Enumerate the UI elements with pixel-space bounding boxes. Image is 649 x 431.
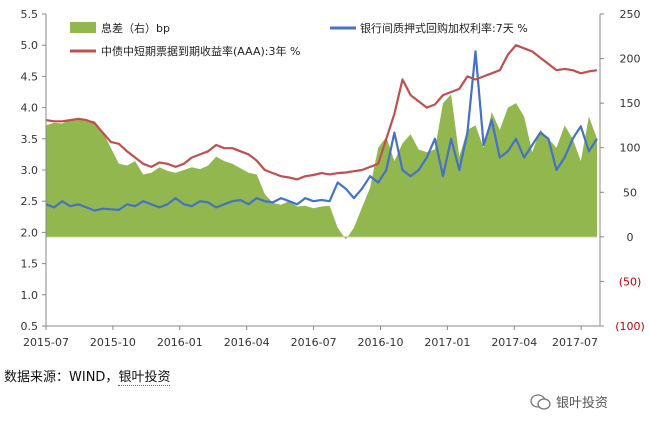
x-tick-label: 2016-10 (358, 336, 404, 349)
left-tick-label: 3.0 (21, 164, 39, 177)
left-tick-label: 1.5 (21, 258, 39, 271)
right-tick-label: 0 (627, 231, 634, 244)
repo-rate-line (45, 50, 598, 212)
right-tick-label: (50) (619, 275, 642, 288)
wechat-icon (530, 393, 551, 410)
right-tick-label: 50 (623, 186, 637, 199)
legend: 息差（右）bp 银行间质押式回购加权利率:7天 % 中债中短期票据到期收益率(AAA… (70, 21, 528, 58)
left-tick-label: 0.5 (21, 320, 39, 333)
left-tick-label: 5.0 (21, 39, 39, 52)
x-tick-label: 2016-04 (224, 336, 270, 349)
chart: 0.5 1.0 1.5 2.0 2.5 3.0 3.5 4.0 4.5 5.0 5.5 250 200 1… (21, 8, 645, 349)
spread-area-series (46, 94, 597, 240)
watermark: 银叶投资 (530, 392, 608, 411)
right-tick-label: 100 (620, 142, 641, 155)
right-tick-label: 200 (620, 53, 641, 66)
left-tick-label: 3.5 (21, 133, 39, 146)
x-tick-label: 2015-10 (90, 336, 136, 349)
left-tick-label: 4.0 (21, 102, 39, 115)
spread-area (46, 94, 597, 240)
left-tick-label: 2.0 (21, 226, 39, 239)
source-note: 数据来源：WIND，银叶投资 (4, 366, 171, 386)
left-tick-label: 4.5 (21, 70, 39, 83)
left-tick-label: 1.0 (21, 289, 39, 302)
left-tick-label: 5.5 (21, 8, 39, 21)
x-tick-label: 2017-04 (491, 336, 537, 349)
source-label: 数据来源：WIND， (4, 370, 119, 385)
x-tick-label: 2016-01 (157, 336, 203, 349)
right-tick-label: 250 (620, 8, 641, 21)
right-tick-label: (100) (615, 320, 645, 333)
legend-label-repo: 银行间质押式回购加权利率:7天 % (360, 21, 528, 35)
x-tick-label: 2017-01 (424, 336, 470, 349)
x-tick-label: 2015-07 (23, 336, 69, 349)
legend-swatch-spread (70, 22, 96, 33)
source-brand: 银叶投资 (118, 370, 171, 386)
x-tick-label: 2017-07 (552, 336, 598, 349)
mtn-yield-line (45, 44, 598, 181)
left-tick-label: 2.5 (21, 195, 39, 208)
legend-label-spread: 息差（右）bp (101, 21, 170, 35)
watermark-text: 银叶投资 (556, 396, 609, 411)
x-tick-label: 2016-07 (291, 336, 337, 349)
right-tick-label: 150 (620, 97, 641, 110)
legend-label-mtn: 中债中短期票据到期收益率(AAA):3年 % (101, 44, 300, 58)
